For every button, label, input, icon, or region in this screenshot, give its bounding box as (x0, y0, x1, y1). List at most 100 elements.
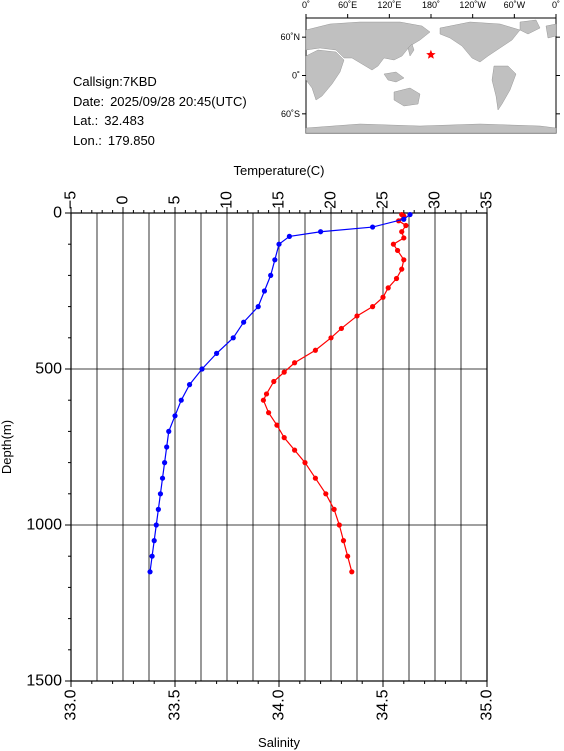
land-southeast-asia (383, 71, 405, 83)
temperature-data-point (323, 491, 329, 497)
salinity-tick-label: 34.0 (271, 689, 288, 720)
salinity-data-point (318, 229, 324, 235)
temperature-profile-line (262, 214, 407, 572)
salinity-data-point (155, 506, 161, 512)
map-lat-label: 0˚ (292, 71, 300, 81)
salinity-data-point (241, 319, 247, 325)
temperature-data-point (331, 506, 337, 512)
temperature-data-point (338, 325, 344, 332)
land-europe-east (545, 23, 557, 39)
temperature-data-point (354, 313, 360, 319)
lon-label: Lon.: (73, 132, 102, 148)
salinity-data-point (286, 233, 292, 239)
lon-line: Lon.: 179.850 (73, 131, 247, 151)
temperature-data-point (281, 369, 287, 375)
temperature-data-point (345, 553, 351, 559)
salinity-data-point (178, 397, 184, 403)
temperature-data-point (399, 266, 405, 272)
temperature-data-point (349, 569, 355, 575)
map-marker (426, 49, 436, 59)
salinity-axis-label: Salinity (258, 735, 300, 750)
temperature-data-point (328, 335, 334, 341)
salinity-data-point (159, 475, 166, 481)
salinity-data-point (186, 382, 193, 388)
callsign-line: Callsign:7KBD (73, 72, 247, 92)
map-lon-label: 60˚E (338, 0, 357, 10)
salinity-tick-label: 33.0 (63, 689, 80, 720)
temperature-data-point (390, 241, 396, 247)
salinity-tick-label: 34.5 (375, 689, 392, 720)
salinity-data-point (157, 491, 164, 497)
land-north-america (439, 21, 521, 63)
lat-label: Lat.: (73, 113, 99, 128)
date-line: Date: 2025/09/28 20:45(UTC) (73, 92, 247, 112)
chart-series (147, 211, 413, 575)
temperature-data-point (312, 347, 318, 353)
salinity-data-point (164, 444, 170, 450)
chart-grid (71, 213, 487, 681)
salinity-data-point (199, 366, 205, 372)
temperature-axis-label: Temperature(C) (233, 163, 324, 178)
salinity-profile-line (149, 214, 411, 572)
map-labels: 0˚ 60˚E 120˚E 180˚ 120˚W 60˚W 0˚ 60˚N 0˚ 60˚S (280, 0, 560, 119)
temperature-data-point (271, 378, 277, 385)
map-lat-label: 60˚S (281, 109, 300, 119)
salinity-data-point (255, 304, 261, 310)
salinity-data-point (261, 288, 268, 294)
map-lon-label: 120˚E (377, 0, 401, 10)
salinity-data-point (162, 460, 168, 466)
land-south-america (491, 65, 517, 111)
depth-tick-label: 500 (35, 361, 62, 378)
depth-tick-label: 0 (53, 205, 62, 222)
temperature-data-point (281, 435, 287, 441)
salinity-data-point (147, 569, 153, 575)
date-label: Date: (73, 93, 105, 109)
callsign-label: Callsign: (73, 74, 123, 89)
temperature-data-point (263, 391, 270, 397)
salinity-data-point (153, 522, 159, 528)
map-lon-label: 0˚ (552, 0, 560, 10)
land-antarctica (305, 123, 557, 134)
depth-tick-label: 1000 (26, 517, 62, 534)
temperature-tick-label: 20 (323, 191, 340, 209)
temperature-data-point (393, 275, 400, 282)
salinity-data-point (268, 272, 274, 278)
lat-value: 32.483 (104, 113, 145, 128)
temperature-data-point (266, 410, 272, 416)
salinity-data-point (151, 538, 157, 544)
temperature-data-point (336, 522, 342, 528)
land-australia (393, 87, 421, 107)
map-lon-label: 120˚W (459, 0, 486, 10)
salinity-data-point (407, 211, 413, 218)
temperature-data-point (260, 397, 266, 403)
temperature-data-point (292, 447, 298, 453)
temperature-tick-label: 15 (271, 191, 288, 209)
temperature-data-point (370, 304, 376, 310)
lat-line: Lat.: 32.483 (73, 111, 247, 131)
map-land (305, 19, 557, 134)
depth-tick-label: 1500 (26, 673, 62, 690)
map-lon-label: 60˚W (504, 0, 526, 10)
map-lat-label: 60˚N (280, 32, 300, 42)
salinity-data-point (172, 413, 178, 419)
salinity-data-point (214, 350, 220, 356)
temperature-data-point (403, 222, 409, 229)
salinity-data-point (370, 224, 376, 230)
temperature-data-point (340, 538, 347, 544)
temperature-data-point (380, 294, 386, 300)
land-africa (305, 49, 345, 101)
salinity-data-point (401, 216, 407, 222)
lon-value: 179.850 (107, 132, 155, 148)
temperature-tick-label: 30 (427, 191, 444, 209)
map-lon-label: 0˚ (302, 0, 310, 10)
temperature-tick-label: 10 (219, 191, 236, 209)
temperature-tick-label: 25 (375, 191, 392, 209)
temperature-data-point (401, 235, 407, 241)
land-greenland (519, 19, 541, 35)
station-star-icon (426, 49, 436, 59)
station-info: Callsign:7KBD Date: 2025/09/28 20:45(UTC)… (73, 72, 247, 150)
salinity-data-point (230, 335, 236, 341)
salinity-data-point (272, 257, 278, 263)
